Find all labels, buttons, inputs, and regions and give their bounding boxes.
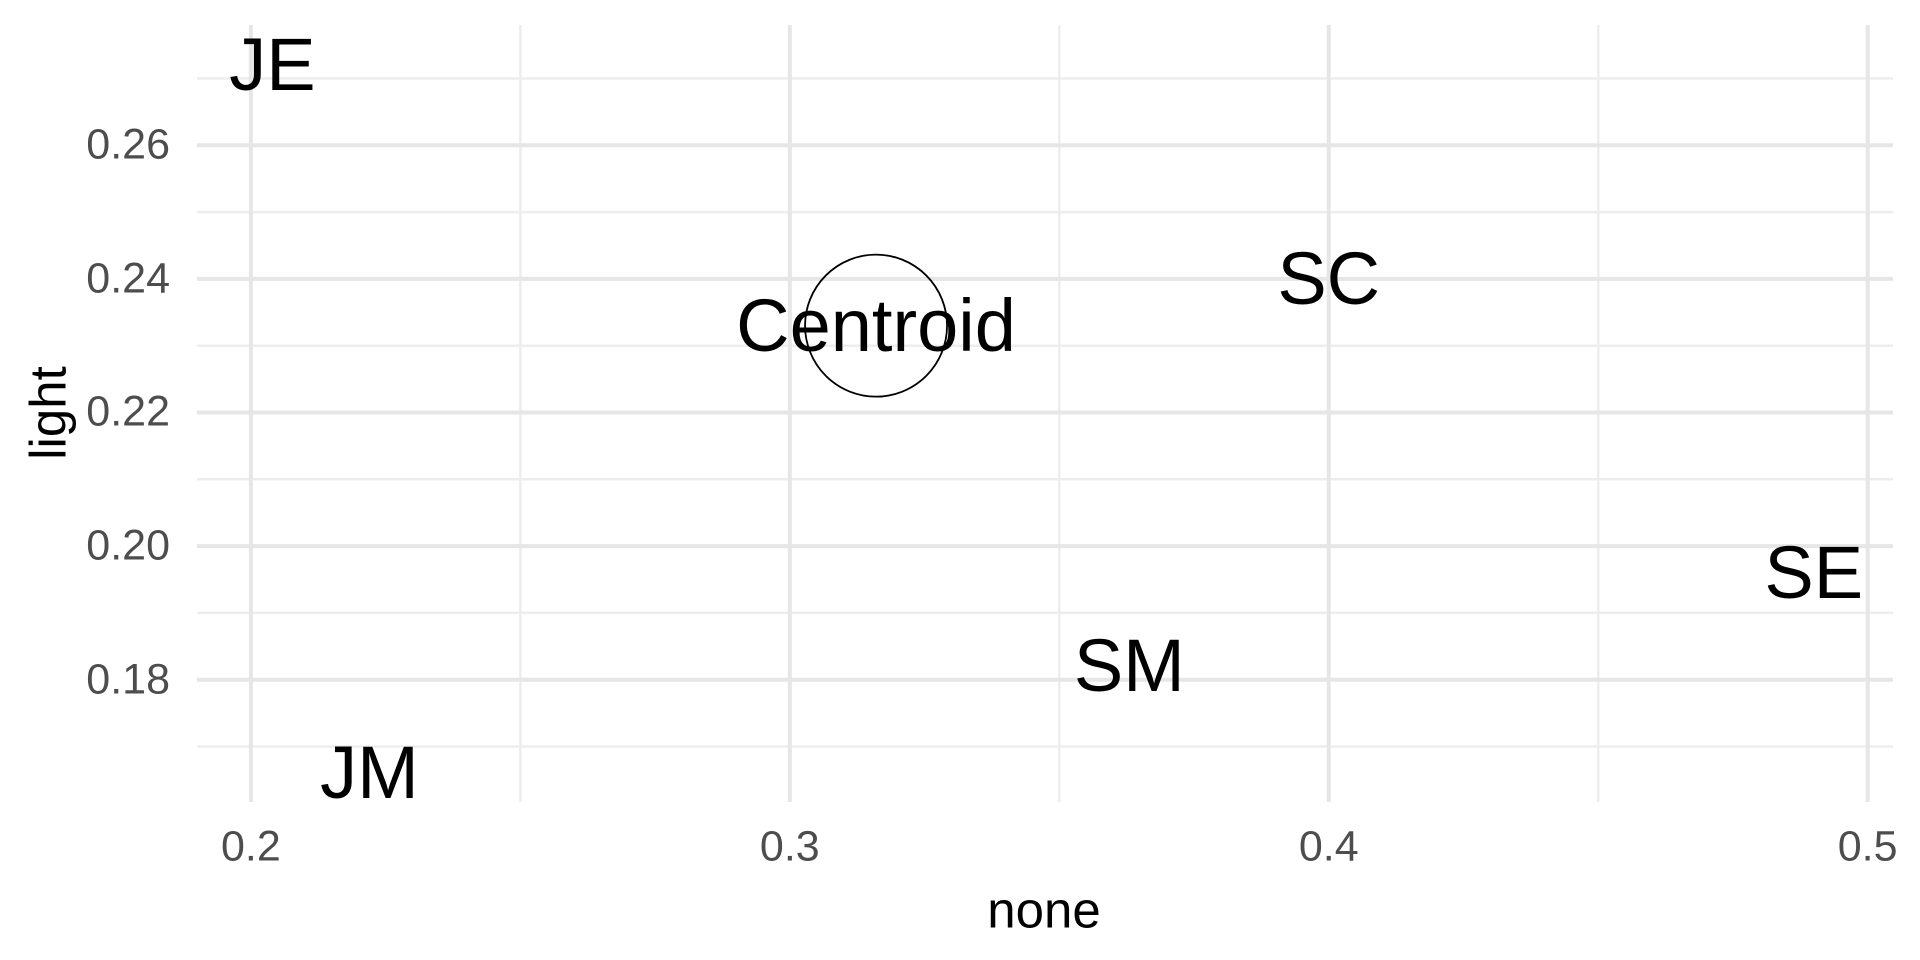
x-tick-label: 0.5: [1837, 822, 1898, 871]
point-label-centroid: Centroid: [736, 283, 1016, 367]
point-label-se: SE: [1764, 530, 1864, 614]
point-label-jm: JM: [320, 731, 419, 815]
x-tick-label: 0.4: [1298, 822, 1359, 871]
y-tick-label: 0.26: [86, 120, 170, 169]
point-label-sc: SC: [1277, 236, 1381, 320]
x-tick-label: 0.3: [759, 822, 820, 871]
y-tick-label: 0.24: [86, 254, 170, 303]
y-tick-label: 0.18: [86, 655, 170, 704]
y-axis-title: light: [19, 366, 77, 460]
x-axis-title: none: [987, 881, 1101, 939]
y-tick-label: 0.22: [86, 387, 170, 436]
centroid-open-circle-marker: [804, 253, 948, 398]
point-label-sm: SM: [1073, 624, 1185, 708]
point-label-je: JE: [229, 23, 316, 107]
x-tick-label: 0.2: [221, 822, 281, 871]
y-tick-label: 0.20: [86, 521, 170, 570]
